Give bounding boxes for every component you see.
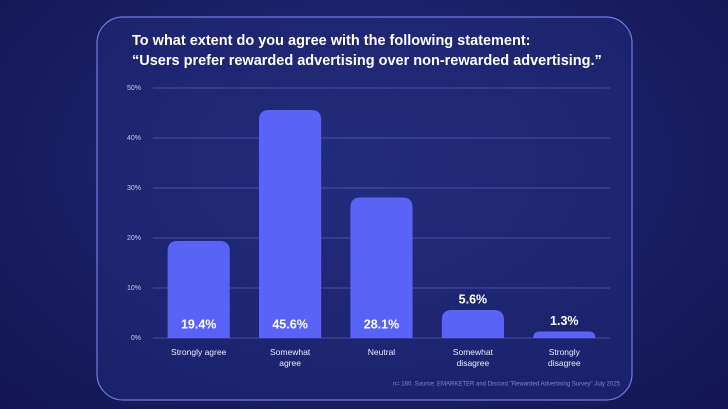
value-label: 1.3% xyxy=(550,314,579,328)
y-tick-label: 10% xyxy=(127,285,141,292)
bar xyxy=(441,310,504,338)
bar xyxy=(167,241,230,338)
value-label: 45.6% xyxy=(272,317,307,331)
x-tick-label: Strongly disagree xyxy=(547,347,581,368)
value-label: 5.6% xyxy=(459,292,488,306)
bar xyxy=(350,197,413,338)
x-tick-label: Somewhat disagree xyxy=(452,347,493,368)
y-tick-label: 30% xyxy=(127,185,141,192)
chart-title: To what extent do you agree with the fol… xyxy=(132,33,531,49)
y-tick-label: 20% xyxy=(127,235,141,242)
source-note: n= 160. Source: EMARKETER and Discord "R… xyxy=(393,382,621,388)
x-tick-label: Somewhat agree xyxy=(270,347,311,368)
chart-subtitle: “Users prefer rewarded advertising over … xyxy=(132,53,602,69)
y-tick-label: 0% xyxy=(131,335,141,342)
bar xyxy=(533,331,596,338)
bar xyxy=(259,110,322,338)
y-tick-label: 50% xyxy=(127,85,141,92)
y-tick-label: 40% xyxy=(127,135,141,142)
value-label: 19.4% xyxy=(181,317,216,331)
x-tick-label: Strongly agree xyxy=(171,347,227,357)
x-tick-label: Neutral xyxy=(367,347,396,357)
value-label: 28.1% xyxy=(364,317,399,331)
